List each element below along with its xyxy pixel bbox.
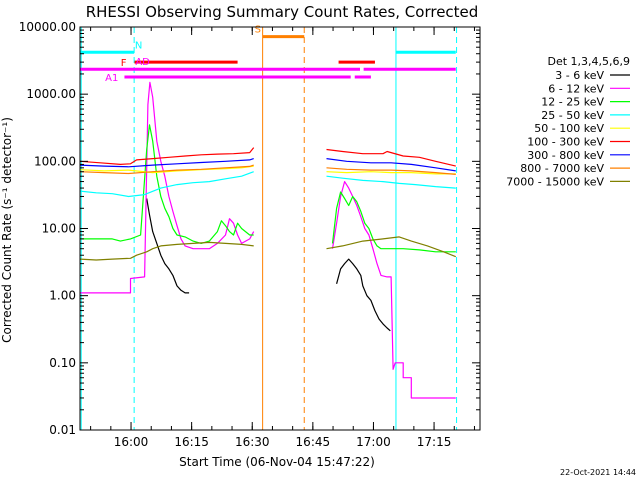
series-line bbox=[336, 258, 391, 332]
y-tick-label: 100.00 bbox=[34, 154, 76, 168]
series-line bbox=[331, 191, 456, 253]
series-lines bbox=[79, 81, 457, 399]
timestamp: 22-Oct-2021 14:44 bbox=[560, 468, 636, 477]
axes: 10000.00 1000.00 100.00 10.00 1.00 0.10 0.01 16… bbox=[19, 20, 481, 449]
series-line bbox=[146, 198, 190, 294]
legend-entry-label: 12 - 25 keV bbox=[541, 96, 604, 109]
chart-title: RHESSI Observing Summary Count Rates, Co… bbox=[86, 3, 479, 21]
series-line bbox=[80, 81, 255, 294]
y-axis-label: Corrected Count Rate (s⁻¹ detector⁻¹) bbox=[0, 117, 14, 343]
series-line bbox=[79, 164, 254, 175]
series-line bbox=[331, 181, 456, 399]
y-tick-label: 1000.00 bbox=[26, 87, 76, 101]
series-line bbox=[79, 158, 254, 168]
legend-entry-label: 300 - 800 keV bbox=[527, 149, 604, 162]
legend-title: Det 1,3,4,5,6,9 bbox=[547, 55, 630, 68]
flag-label: S bbox=[255, 25, 261, 36]
legend-entry-label: 6 - 12 keV bbox=[548, 82, 604, 95]
y-tick-label: 1.00 bbox=[49, 289, 76, 303]
flag-label: AD bbox=[135, 57, 150, 68]
x-tick-label: 16:30 bbox=[235, 435, 270, 449]
legend-entry-label: 50 - 100 keV bbox=[534, 122, 604, 135]
series-line bbox=[326, 175, 456, 189]
series-line bbox=[79, 241, 254, 261]
x-axis-label: Start Time (06-Nov-04 15:47:22) bbox=[179, 455, 375, 469]
series-line bbox=[326, 158, 456, 172]
x-tick-label: 17:00 bbox=[356, 435, 391, 449]
legend-entry-label: 25 - 50 keV bbox=[541, 109, 604, 122]
y-tick-label: 10000.00 bbox=[19, 20, 76, 34]
y-tick-label: 0.10 bbox=[49, 356, 76, 370]
series-line bbox=[326, 236, 457, 258]
series-line bbox=[80, 124, 254, 244]
x-tick-label: 17:15 bbox=[417, 435, 452, 449]
legend-entry-label: 100 - 300 keV bbox=[527, 136, 604, 149]
series-line bbox=[79, 171, 254, 198]
legend-entry-label: 3 - 6 keV bbox=[555, 69, 604, 82]
y-tick-label: 10.00 bbox=[42, 222, 76, 236]
y-tick-label: 0.01 bbox=[49, 423, 76, 437]
x-tick-label: 16:00 bbox=[114, 435, 149, 449]
flag-label: N bbox=[135, 40, 142, 51]
series-line bbox=[326, 148, 456, 167]
series-line bbox=[326, 171, 456, 175]
flag-label: A1 bbox=[105, 73, 118, 84]
legend-entry-label: 7000 - 15000 keV bbox=[506, 175, 604, 188]
legend-entry-label: 800 - 7000 keV bbox=[520, 162, 604, 175]
flag-label: F bbox=[121, 58, 127, 69]
series-line bbox=[79, 147, 255, 165]
series-line bbox=[79, 165, 254, 174]
flag-bars: N S F AD A1 bbox=[80, 25, 456, 84]
x-tick-label: 16:15 bbox=[174, 435, 209, 449]
x-tick-label: 16:45 bbox=[296, 435, 331, 449]
series-line bbox=[326, 167, 456, 175]
